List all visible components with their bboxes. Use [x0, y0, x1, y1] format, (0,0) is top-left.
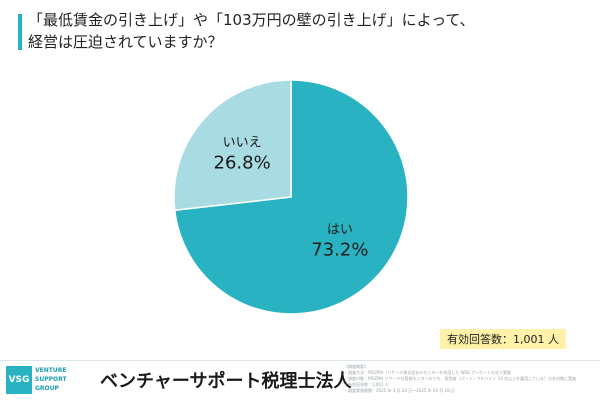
pie-labels: はい 73.2% いいえ 26.8% — [214, 135, 369, 260]
logo-mark: VSG — [6, 366, 32, 394]
survey-note: 《調査概要》 — [344, 364, 368, 369]
survey-note: ・調査実施期間：2025 年 4 月 24 日〜2025 年 04 月 28 日 — [344, 388, 455, 393]
survey-note: ・有効回答数：1,001 人 — [344, 382, 389, 387]
pie-slices — [173, 79, 409, 315]
survey-note: ・調査対象：PRIZMA リサーチ社登録モニターのうち、経営者（パート・アルバイ… — [344, 376, 577, 381]
logo-wordmark: VENTURE SUPPORT GROUP — [35, 366, 67, 393]
footer-divider — [0, 360, 600, 361]
title-accent-bar — [18, 14, 22, 50]
chart-title: 「最低賃金の引き上げ」や「103万円の壁の引き上げ」によって、 経営は圧迫されて… — [28, 9, 475, 53]
survey-note: ・調査方法：PRIZMA（リサーチ株式会社のモニターを利用した WEB アンケー… — [344, 370, 511, 375]
pie-slice-2 — [173, 79, 292, 212]
logo-line-3: GROUP — [35, 385, 59, 392]
firm-name: ベンチャーサポート税理士法人 — [100, 371, 352, 392]
pie-slice-label: はい — [327, 223, 353, 238]
respondent-count: 有効回答数：1,001 人 — [440, 329, 566, 349]
chart-title-line-2: 経営は圧迫されていますか？ — [28, 33, 223, 51]
logo-line-1: VENTURE — [35, 367, 67, 374]
company-logo: VSG VENTURE SUPPORT GROUP — [6, 364, 84, 396]
pie-slice-label: いいえ — [223, 135, 262, 150]
logo-line-2: SUPPORT — [35, 376, 67, 383]
chart-title-line-1: 「最低賃金の引き上げ」や「103万円の壁の引き上げ」によって、 — [28, 11, 475, 29]
pie-slice-value-label: 73.2% — [311, 240, 368, 261]
pie-slice-value-label: 26.8% — [214, 152, 271, 173]
survey-notes: 《調査概要》 ・調査方法：PRIZMA（リサーチ株式会社のモニターを利用した W… — [344, 364, 594, 394]
